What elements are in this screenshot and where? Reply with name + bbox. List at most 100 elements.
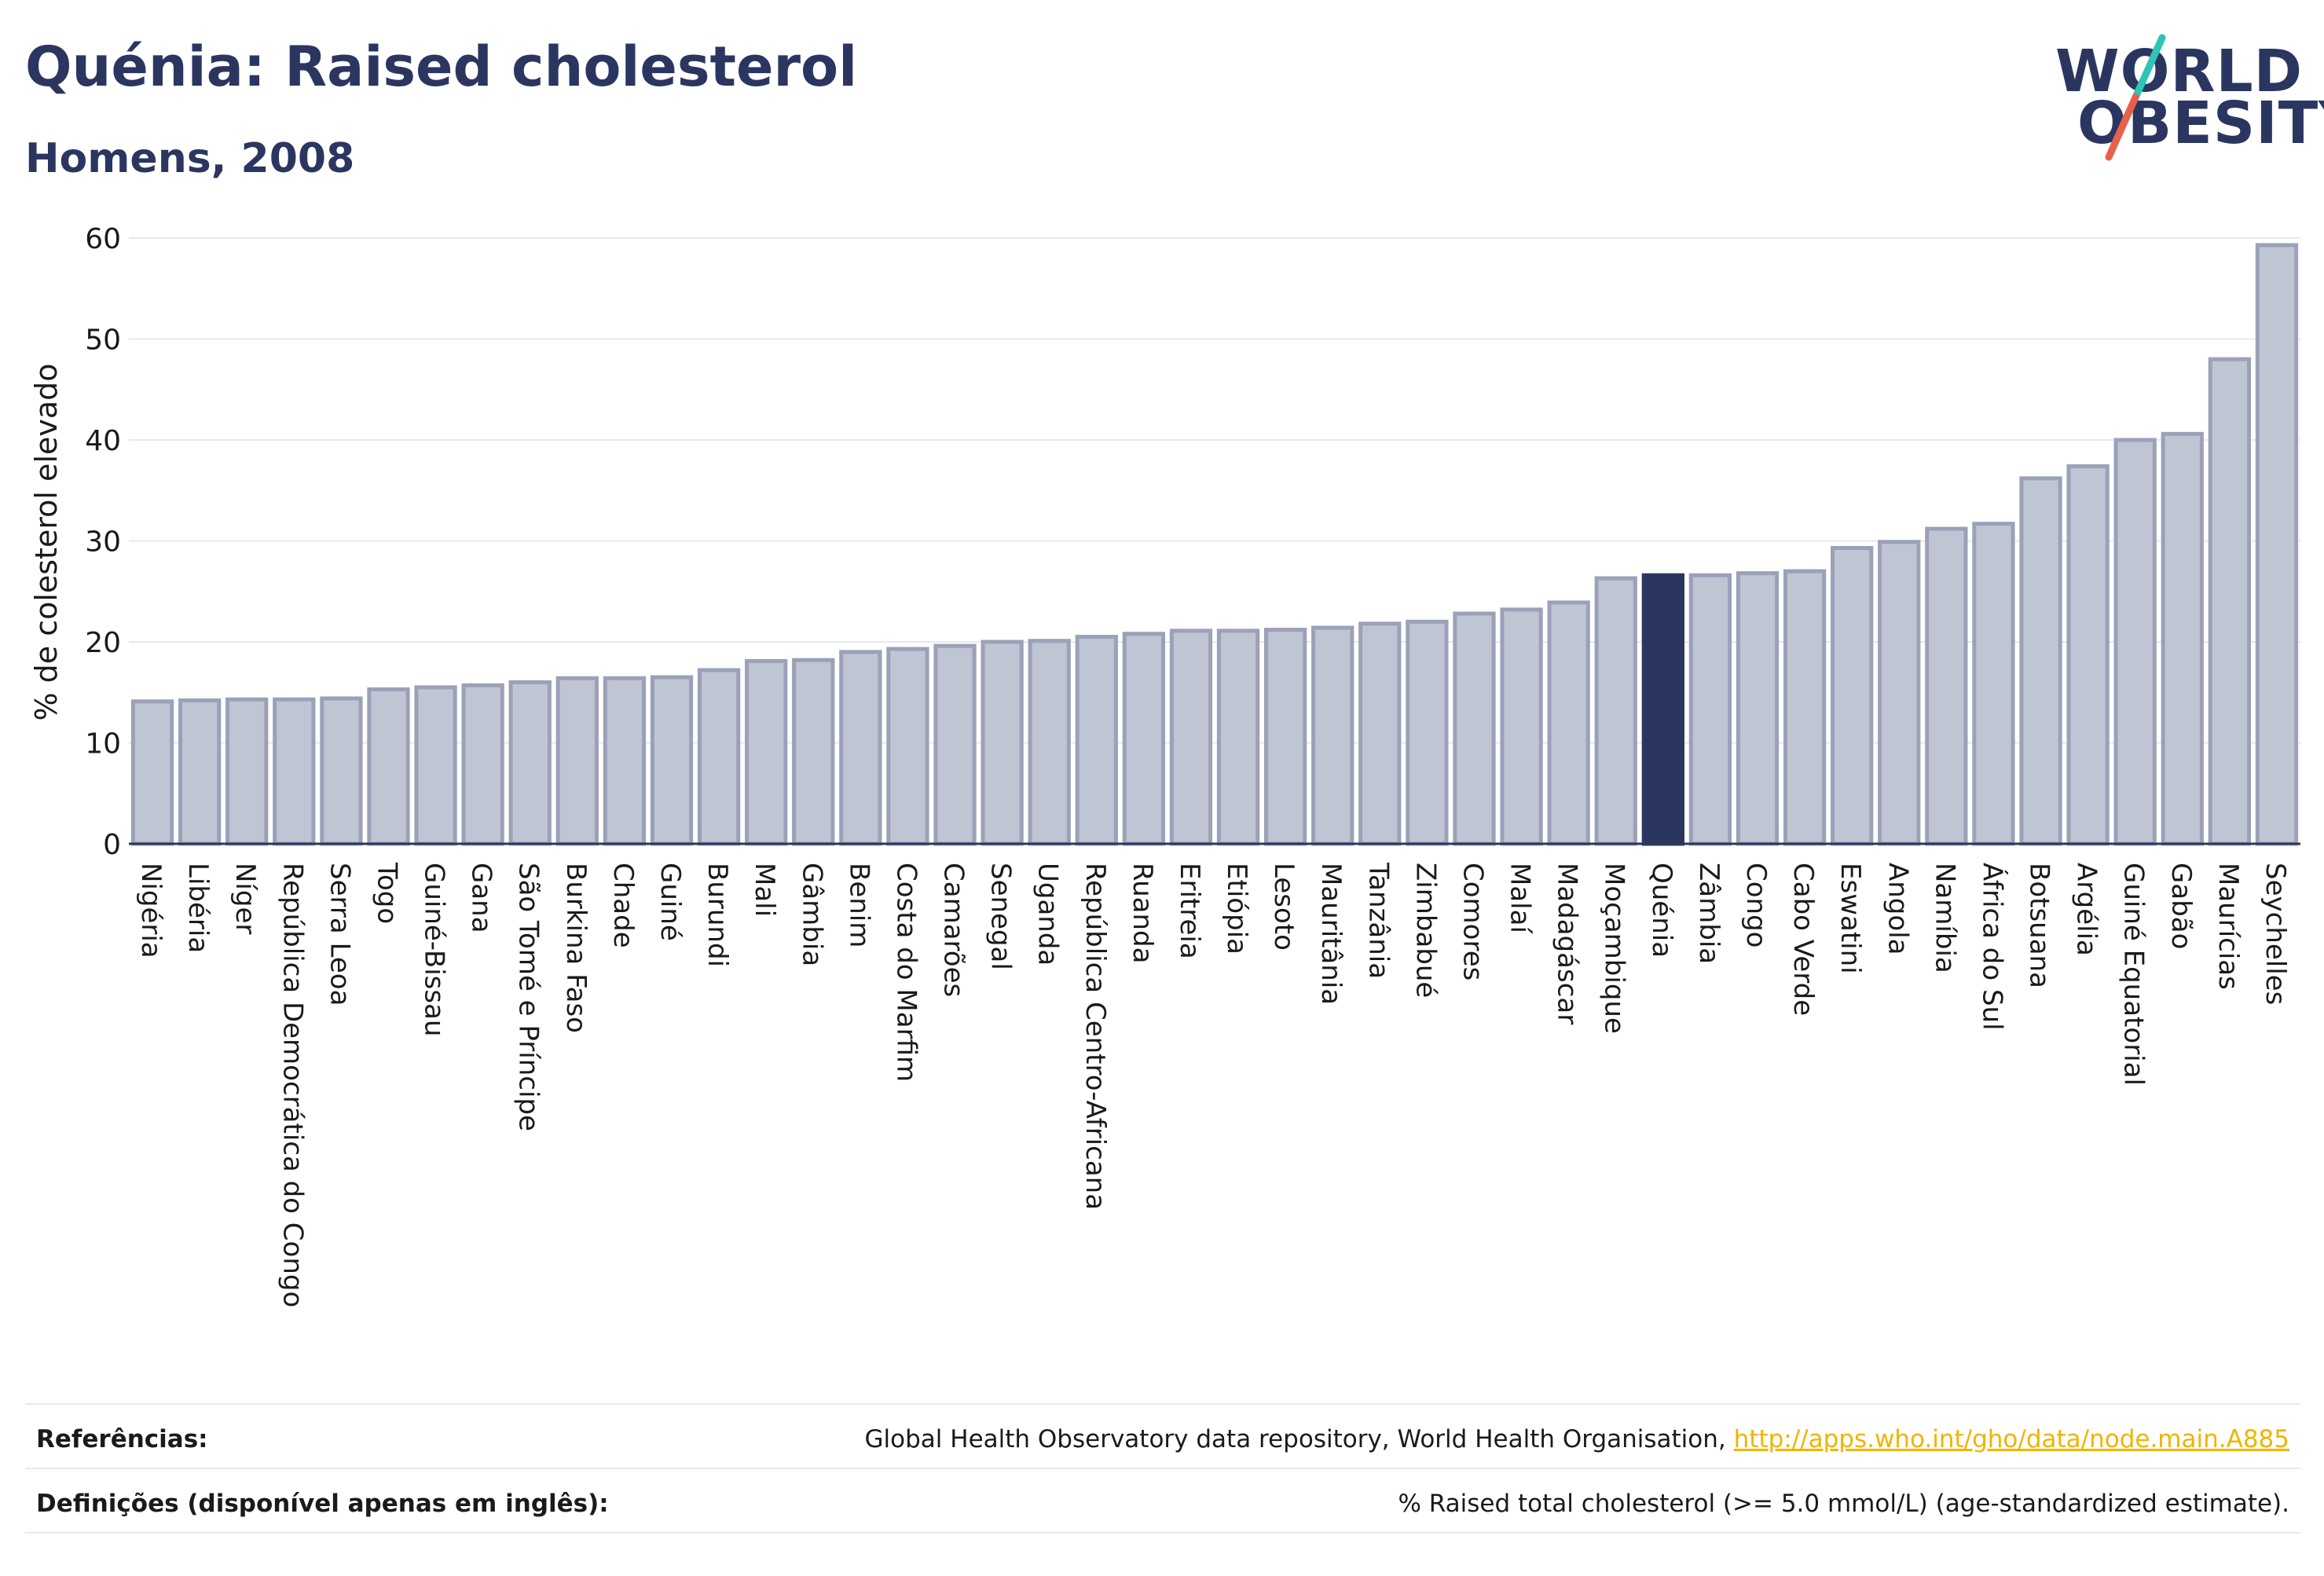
bar[interactable] [792,658,835,846]
x-tick-label: Burkina Faso [560,863,592,1033]
x-tick-label: Botsuana [2024,863,2055,988]
x-tick-label: Zimbabué [1409,863,1441,998]
x-tick-label: Zâmbia [1693,863,1725,964]
x-tick-label: Comores [1457,863,1488,980]
bars [130,243,2299,846]
x-tick-label: Congo [1740,863,1772,947]
bar[interactable] [1641,573,1684,846]
footer-divider [25,1532,2300,1534]
bar[interactable] [1925,526,1968,846]
bar[interactable] [1216,629,1260,846]
x-tick-label: Camarões [938,863,970,997]
y-tick-label: 30 [85,526,121,559]
x-tick-label: África do Sul [1976,863,2008,1031]
definitions-text: % Raised total cholesterol (>= 5.0 mmol/… [1398,1490,2289,1518]
bar[interactable] [1688,573,1732,846]
bar-chart: 0 10 20 30 40 50 60 Nigéria Libéria Níger Repúblic… [29,223,2300,1307]
x-tick-label: Chade [607,863,639,948]
bar[interactable] [1263,628,1307,846]
bar[interactable] [2161,431,2204,846]
bar[interactable] [555,676,599,846]
bar[interactable] [603,676,647,846]
x-tick-label: Togo [371,862,402,924]
bar[interactable] [1500,607,1543,846]
bar[interactable] [367,687,410,846]
y-tick-label: 0 [103,829,121,861]
bar[interactable] [886,647,929,846]
x-tick-label: Níger [229,863,261,934]
bar[interactable] [2066,464,2110,846]
bar[interactable] [178,698,222,846]
bar[interactable] [225,697,269,846]
bar[interactable] [2019,476,2062,846]
footer-divider [25,1403,2300,1405]
bar[interactable] [508,680,552,846]
bar[interactable] [1594,576,1637,846]
x-tick-label: Uganda [1032,863,1064,966]
chart-title: Quénia: Raised cholesterol [25,35,858,99]
x-tick-label: Libéria [182,863,214,953]
bar[interactable] [1453,611,1496,846]
references-text: Global Health Observatory data repositor… [864,1425,1726,1453]
bar[interactable] [1783,569,1827,846]
x-tick-label: Guiné [654,863,686,941]
x-tick-label: Gana [466,863,497,933]
bar[interactable] [650,675,694,846]
x-tick-label: Senegal [985,863,1017,970]
x-tick-label: Eritreia [1174,863,1205,959]
x-tick-label: Maurícias [2212,863,2244,990]
x-tick-label: Angola [1882,863,1913,955]
x-tick-label: Guiné-Bissau [419,863,450,1036]
bar[interactable] [130,699,174,846]
bar[interactable] [1878,540,1921,846]
x-tick-label: Ruanda [1127,863,1158,963]
y-axis-label: % de colesterol elevado [29,363,64,720]
bar[interactable] [1831,545,1874,846]
x-tick-label: Costa do Marfim [890,863,922,1082]
footer-divider [25,1468,2300,1469]
definitions-label: Definições (disponível apenas em inglês)… [36,1490,609,1518]
y-tick-label: 60 [85,223,121,255]
bar[interactable] [981,640,1024,846]
bar[interactable] [1311,625,1354,846]
bar[interactable] [414,685,457,846]
x-tick-label: Benim [843,863,874,947]
references-link[interactable]: http://apps.who.int/gho/data/node.main.A… [1733,1425,2289,1453]
bar[interactable] [1972,522,2015,846]
bar[interactable] [2113,438,2157,846]
y-tick-label: 40 [85,425,121,457]
logo-slash-icon [2105,34,2166,161]
bar[interactable] [697,668,741,846]
x-tick-label: República Democrática do Congo [277,863,308,1307]
x-tick-label: República Centro-Africana [1080,863,1111,1210]
bar[interactable] [1075,635,1118,846]
bar[interactable] [2255,243,2299,846]
y-tick-label: 20 [85,627,121,659]
bar[interactable] [1122,632,1166,846]
bar[interactable] [1736,571,1780,846]
x-tick-label: Seychelles [2260,863,2291,1005]
x-tick-label: Gâmbia [796,863,827,966]
y-tick-label: 50 [85,324,121,357]
references-label: Referências: [36,1425,208,1453]
y-tick-label: 10 [85,728,121,761]
bar[interactable] [461,683,504,846]
x-tick-label: Namíbia [1929,863,1960,973]
bar[interactable] [1547,600,1590,846]
bar[interactable] [1028,639,1071,846]
chart-subtitle: Homens, 2008 [25,135,355,182]
tick-labels: 0 10 20 30 40 50 60 Nigéria Libéria Níger Repúblic… [85,223,2291,1307]
bar[interactable] [1406,619,1449,846]
bar[interactable] [1358,621,1402,846]
x-tick-label: Eswatini [1835,863,1866,974]
bar[interactable] [273,697,316,846]
x-tick-label: Guiné Equatorial [2118,863,2150,1086]
x-tick-label: Cabo Verde [1787,863,1819,1016]
bar[interactable] [933,643,977,846]
bar[interactable] [1169,629,1213,846]
bar[interactable] [745,658,788,846]
bar[interactable] [320,696,363,846]
world-obesity-logo[interactable]: WORLD OBESITY [2043,31,2324,165]
bar[interactable] [2208,357,2252,846]
bar[interactable] [839,650,882,846]
